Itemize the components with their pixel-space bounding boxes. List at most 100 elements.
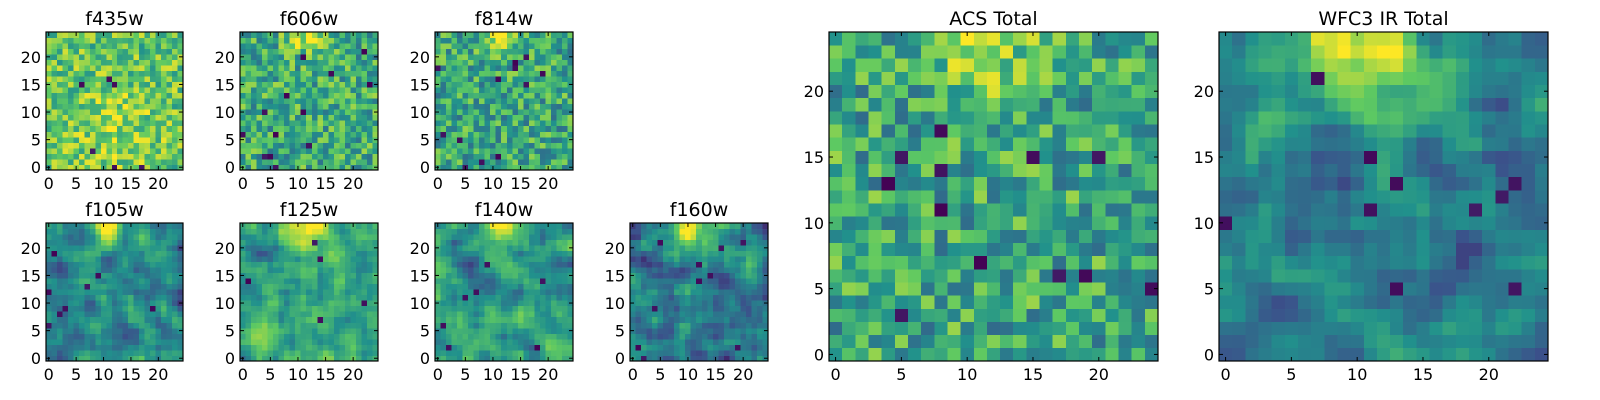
heatmap-cell — [490, 98, 497, 105]
heatmap-cell — [751, 239, 758, 246]
heatmap-cell — [273, 355, 280, 362]
heatmap-cell — [150, 239, 156, 246]
heatmap-cell — [289, 228, 296, 235]
heatmap-cell — [528, 158, 535, 165]
heatmap-cell — [484, 283, 491, 290]
heatmap-cell — [106, 87, 113, 94]
heatmap-cell — [641, 272, 647, 279]
heatmap-cell — [161, 300, 167, 307]
heatmap-cell — [350, 234, 357, 240]
heatmap-cell — [322, 327, 329, 334]
heatmap-cell — [240, 37, 246, 44]
heatmap-cell — [1118, 189, 1133, 204]
heatmap-cell — [894, 295, 909, 309]
heatmap-cell — [657, 289, 664, 296]
heatmap-cell — [881, 321, 896, 336]
heatmap-cell — [95, 239, 102, 246]
heatmap-cell — [734, 333, 741, 340]
heatmap-cell — [333, 54, 340, 60]
heatmap-cell — [361, 153, 368, 160]
heatmap-cell — [723, 234, 730, 240]
heatmap-cell — [344, 256, 351, 263]
heatmap-cell — [1092, 334, 1106, 349]
heatmap-cell — [322, 136, 329, 143]
heatmap-cell — [712, 261, 719, 268]
heatmap-cell — [372, 125, 379, 132]
heatmap-cell — [986, 176, 1001, 191]
heatmap-cell — [322, 234, 329, 240]
heatmap-cell — [435, 147, 441, 154]
heatmap-cell — [512, 114, 519, 121]
heatmap-cell — [95, 87, 102, 94]
heatmap-cell — [328, 267, 335, 274]
heatmap-cell — [473, 311, 480, 318]
heatmap-cell — [350, 48, 357, 55]
heatmap-cell — [1105, 216, 1119, 230]
heatmap-cell — [1065, 229, 1080, 243]
heatmap-cell — [366, 311, 373, 318]
heatmap-cell — [751, 223, 758, 229]
heatmap-cell — [685, 283, 692, 290]
heatmap-cell — [67, 59, 74, 66]
x-tick-label: 0 — [238, 365, 248, 384]
heatmap-cell — [550, 294, 557, 301]
heatmap-cell — [62, 261, 69, 268]
heatmap-cell — [484, 81, 491, 88]
heatmap-cell — [934, 229, 948, 243]
heatmap-cell — [306, 316, 313, 323]
heatmap-cell — [62, 136, 69, 143]
heatmap-cell — [561, 81, 568, 88]
heatmap-cell — [361, 272, 368, 279]
heatmap-cell — [78, 142, 85, 149]
heatmap-cell — [723, 327, 730, 334]
heatmap-cell — [267, 92, 274, 99]
heatmap-cell — [685, 327, 692, 334]
heatmap-cell — [300, 120, 307, 127]
heatmap-cell — [333, 70, 340, 77]
heatmap-cell — [501, 327, 508, 334]
heatmap-cell — [284, 81, 291, 88]
heatmap-cell — [128, 131, 135, 138]
heatmap-cell — [440, 349, 447, 356]
heatmap-cell — [842, 334, 856, 349]
heatmap-cell — [501, 65, 508, 72]
heatmap-cell — [73, 283, 80, 290]
heatmap-cell — [685, 289, 692, 296]
heatmap-cell — [46, 316, 52, 323]
panel-title-f125w: f125w — [280, 199, 339, 221]
heatmap-cell — [300, 103, 307, 110]
heatmap-cell — [479, 278, 486, 285]
heatmap-cell — [62, 322, 69, 329]
heatmap-cell — [506, 223, 513, 229]
heatmap-cell — [289, 349, 296, 356]
heatmap-cell — [641, 267, 647, 274]
heatmap-cell — [139, 92, 146, 99]
heatmap-cell — [663, 311, 670, 318]
heatmap-cell — [756, 278, 763, 285]
heatmap-cell — [484, 37, 491, 44]
heatmap-cell — [111, 305, 118, 312]
heatmap-cell — [462, 70, 469, 77]
heatmap-cell — [144, 327, 151, 334]
heatmap-cell — [718, 234, 725, 240]
heatmap-cell — [256, 54, 263, 60]
heatmap-cell — [361, 228, 368, 235]
heatmap-cell — [484, 142, 491, 149]
heatmap-cell — [273, 338, 280, 345]
y-tick-label: 0 — [615, 349, 625, 368]
heatmap-cell — [973, 268, 988, 283]
heatmap-cell — [468, 103, 475, 110]
heatmap-cell — [868, 189, 883, 204]
heatmap-cell — [155, 120, 162, 127]
heatmap-cell — [251, 344, 257, 351]
heatmap-cell — [446, 70, 452, 77]
heatmap-cell — [128, 283, 135, 290]
heatmap-cell — [46, 153, 52, 160]
heatmap-cell — [339, 87, 346, 94]
heatmap-cell — [322, 76, 329, 83]
heatmap-cell — [674, 294, 681, 301]
heatmap-cell — [300, 228, 307, 235]
heatmap-cell — [328, 54, 335, 60]
heatmap-cell — [150, 131, 156, 138]
heatmap-cell — [690, 272, 697, 279]
